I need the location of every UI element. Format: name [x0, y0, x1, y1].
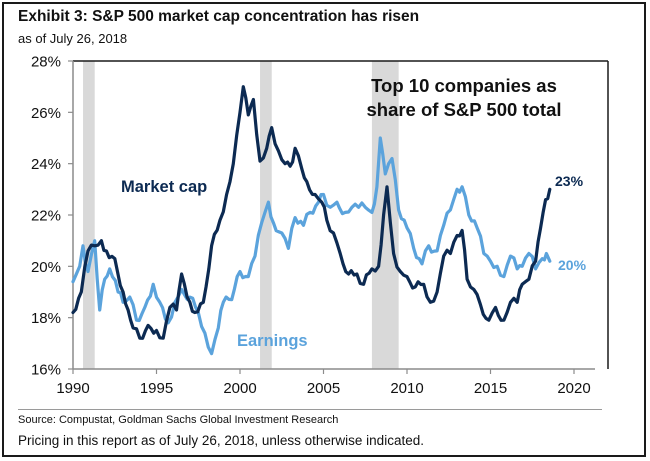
- x-tick-label: 2005: [307, 380, 340, 397]
- axes: 16% 18% 20% 22% 24% 26% 28% 1990 1995 2000 2005 201…: [31, 54, 595, 397]
- earnings-series-label: Earnings: [237, 332, 308, 350]
- market-cap-line: [71, 85, 552, 340]
- market-cap-end-value-label: 23%: [555, 173, 584, 189]
- x-tick-label: 2010: [390, 380, 423, 397]
- pricing-note: Pricing in this report as of July 26, 20…: [18, 433, 424, 448]
- earnings-end-value-label: 20%: [558, 257, 587, 273]
- source-note: Source: Compustat, Goldman Sachs Global …: [18, 414, 339, 426]
- chart-subtitle: as of July 26, 2018: [18, 31, 128, 46]
- exhibit-frame: [2, 2, 646, 457]
- recession-band: [83, 61, 95, 369]
- market-cap-series-label: Market cap: [121, 178, 207, 196]
- y-tick-label: 18%: [31, 310, 61, 327]
- x-tick-label: 1995: [140, 380, 173, 397]
- annotations: Top 10 companies as share of S&P 500 tot…: [121, 75, 587, 350]
- x-tick-label: 2015: [474, 380, 507, 397]
- footer-divider: [18, 409, 602, 410]
- recession-band: [371, 61, 399, 369]
- y-tick-label: 24%: [31, 156, 61, 173]
- y-tick-label: 28%: [31, 54, 61, 71]
- x-tick-label: 2020: [557, 380, 590, 397]
- recession-band: [260, 61, 272, 369]
- recession-bands: [83, 61, 399, 369]
- series-lines: [71, 85, 552, 356]
- y-tick-label: 16%: [31, 362, 61, 379]
- y-tick-label: 26%: [31, 105, 61, 122]
- annotation-box-title-line-2: share of S&P 500 total: [366, 99, 561, 120]
- y-tick-label: 20%: [31, 259, 61, 276]
- y-tick-label: 22%: [31, 208, 61, 225]
- earnings-line: [71, 136, 552, 356]
- annotation-box-title-line-1: Top 10 companies as: [371, 75, 557, 96]
- x-tick-label: 2000: [223, 380, 256, 397]
- x-tick-label: 1990: [56, 380, 89, 397]
- chart-title: Exhibit 3: S&P 500 market cap concentrat…: [18, 8, 420, 25]
